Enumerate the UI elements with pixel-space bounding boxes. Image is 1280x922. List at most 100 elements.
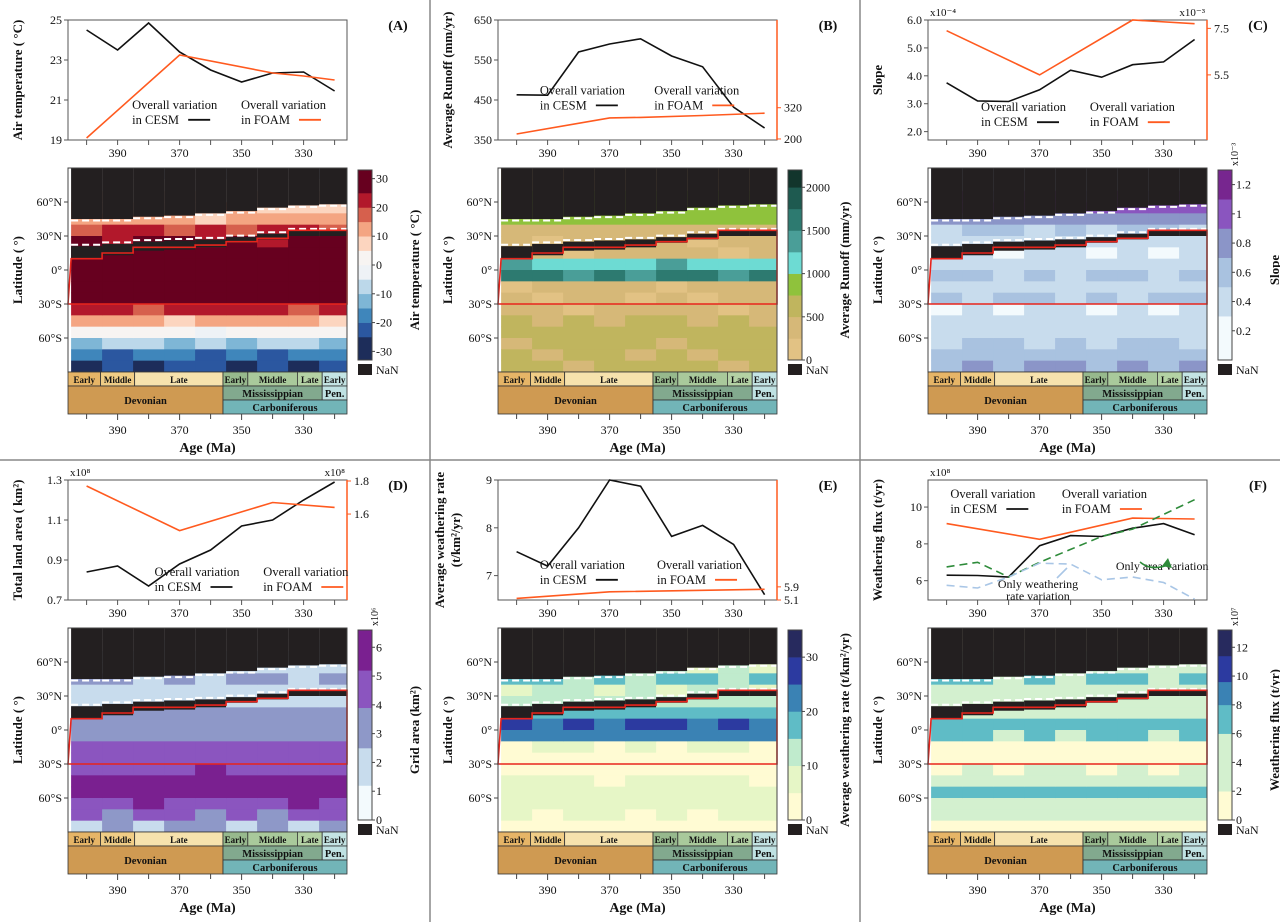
heatmap-cell	[962, 338, 994, 350]
colorbar-bin	[358, 748, 372, 786]
heatmap-cell	[1148, 270, 1180, 282]
nan-strip	[71, 246, 103, 259]
heatmap-cell	[257, 224, 289, 237]
heatmap-cell	[1179, 202, 1208, 214]
heatmap-cell	[532, 213, 564, 226]
y-tick-label: 8	[486, 521, 492, 535]
heatmap-cell	[962, 281, 994, 294]
nan-label: NaN	[806, 823, 829, 837]
heatmap-cell	[1179, 820, 1208, 833]
heatmap-cell	[102, 786, 134, 799]
heatmap-cell	[71, 809, 103, 822]
heatmap-cell	[656, 786, 688, 799]
heatmap-cell	[195, 786, 227, 799]
x-tick-label: 390	[109, 146, 127, 160]
lat-tick-label: 0°	[51, 723, 62, 737]
lat-tick-label: 60°N	[37, 655, 63, 669]
colorbar-tick-label: 0.8	[1236, 236, 1251, 250]
heatmap-cell	[319, 673, 348, 686]
heatmap-cell	[656, 707, 688, 720]
heatmap-cell	[226, 213, 258, 226]
legend-foam-line1: Overall variation	[654, 83, 740, 97]
heatmap-cell	[1148, 281, 1180, 294]
heatmap-cell	[749, 281, 778, 294]
heatmap-cell	[1055, 349, 1087, 362]
heatmap-cell	[1024, 809, 1056, 822]
heatmap-cell	[319, 786, 348, 799]
legend-foam-line1: Overall variation	[1062, 487, 1148, 501]
colorbar-tick-label: 6	[376, 640, 382, 654]
nan-region	[625, 628, 657, 674]
heatmap-cell	[164, 304, 196, 316]
heatmap-cell	[594, 707, 626, 720]
heatmap-cell	[501, 741, 533, 754]
colorbar-bin	[358, 707, 372, 749]
nan-region	[226, 168, 258, 212]
heatmap-cell	[288, 718, 320, 731]
lat-tick-label: 0°	[51, 263, 62, 277]
heatmap-cell	[594, 673, 626, 686]
series-line-cesm	[86, 21, 336, 92]
heatmap-cell	[1117, 304, 1149, 316]
nan-region	[687, 628, 719, 668]
colorbar-multiplier: x10⁷	[1230, 607, 1241, 626]
age-tick-label: 350	[233, 883, 251, 897]
heatmap-cell	[962, 326, 994, 339]
x-tick-label: 370	[1031, 146, 1049, 160]
heatmap-cell	[226, 809, 258, 822]
heatmap-cell	[749, 292, 778, 305]
heatmap-cell	[1055, 786, 1087, 799]
stage-label: Pen.	[1185, 389, 1205, 400]
heatmap-cell	[164, 741, 196, 754]
heatmap-cell	[1117, 292, 1149, 305]
heatmap-cell	[226, 798, 258, 810]
heatmap-cell	[625, 315, 657, 328]
heatmap-cell	[687, 741, 719, 754]
heatmap-cell	[195, 741, 227, 754]
heatmap-cell	[1117, 820, 1149, 833]
heatmap-cell	[195, 730, 227, 742]
heatmap-cell	[931, 809, 963, 822]
nan-region	[288, 168, 320, 206]
heatmap-cell	[102, 684, 134, 697]
nan-region	[1179, 168, 1208, 205]
heatmap-cell	[656, 213, 688, 226]
heatmap-cell	[718, 338, 750, 350]
heatmap-cell	[532, 752, 564, 765]
heatmap-cell	[1179, 247, 1208, 260]
heatmap-cell	[226, 258, 258, 271]
series-line-foam	[516, 588, 765, 600]
heatmap-cell	[563, 258, 595, 271]
heatmap-cell	[718, 820, 750, 833]
heatmap-cell	[656, 718, 688, 731]
heatmap-cell	[931, 270, 963, 282]
nan-strip	[687, 693, 719, 700]
stage-label: Middle	[1119, 835, 1147, 845]
nan-label: NaN	[1236, 823, 1259, 837]
stage-label: Middle	[259, 375, 287, 385]
heatmap-cell	[226, 741, 258, 754]
stage-label: Carboniferous	[252, 863, 317, 874]
lat-tick-label: 0°	[481, 263, 492, 277]
heatmap-cell	[931, 718, 963, 731]
age-tick-label: 350	[663, 423, 681, 437]
heatmap-cell	[718, 809, 750, 822]
heatmap-cell	[687, 786, 719, 799]
heatmap-cell	[226, 752, 258, 765]
heatmap-cell	[501, 236, 533, 248]
heatmap-cell	[532, 281, 564, 294]
heatmap-cell	[962, 315, 994, 328]
heatmap-cell	[993, 775, 1025, 788]
heatmap-cell	[226, 224, 258, 237]
legend-cesm-line2: in CESM	[950, 502, 997, 516]
heatmap-cell	[133, 684, 165, 697]
heatmap-cell	[1024, 360, 1056, 373]
colorbar-bin	[1218, 170, 1232, 200]
heatmap-cell	[319, 752, 348, 765]
heatmap-cell	[993, 741, 1025, 754]
nan-region	[931, 628, 963, 679]
heatmap-cell	[656, 270, 688, 282]
heatmap-cell	[257, 292, 289, 305]
nan-strip	[1024, 240, 1056, 250]
heatmap-cell	[1148, 247, 1180, 260]
